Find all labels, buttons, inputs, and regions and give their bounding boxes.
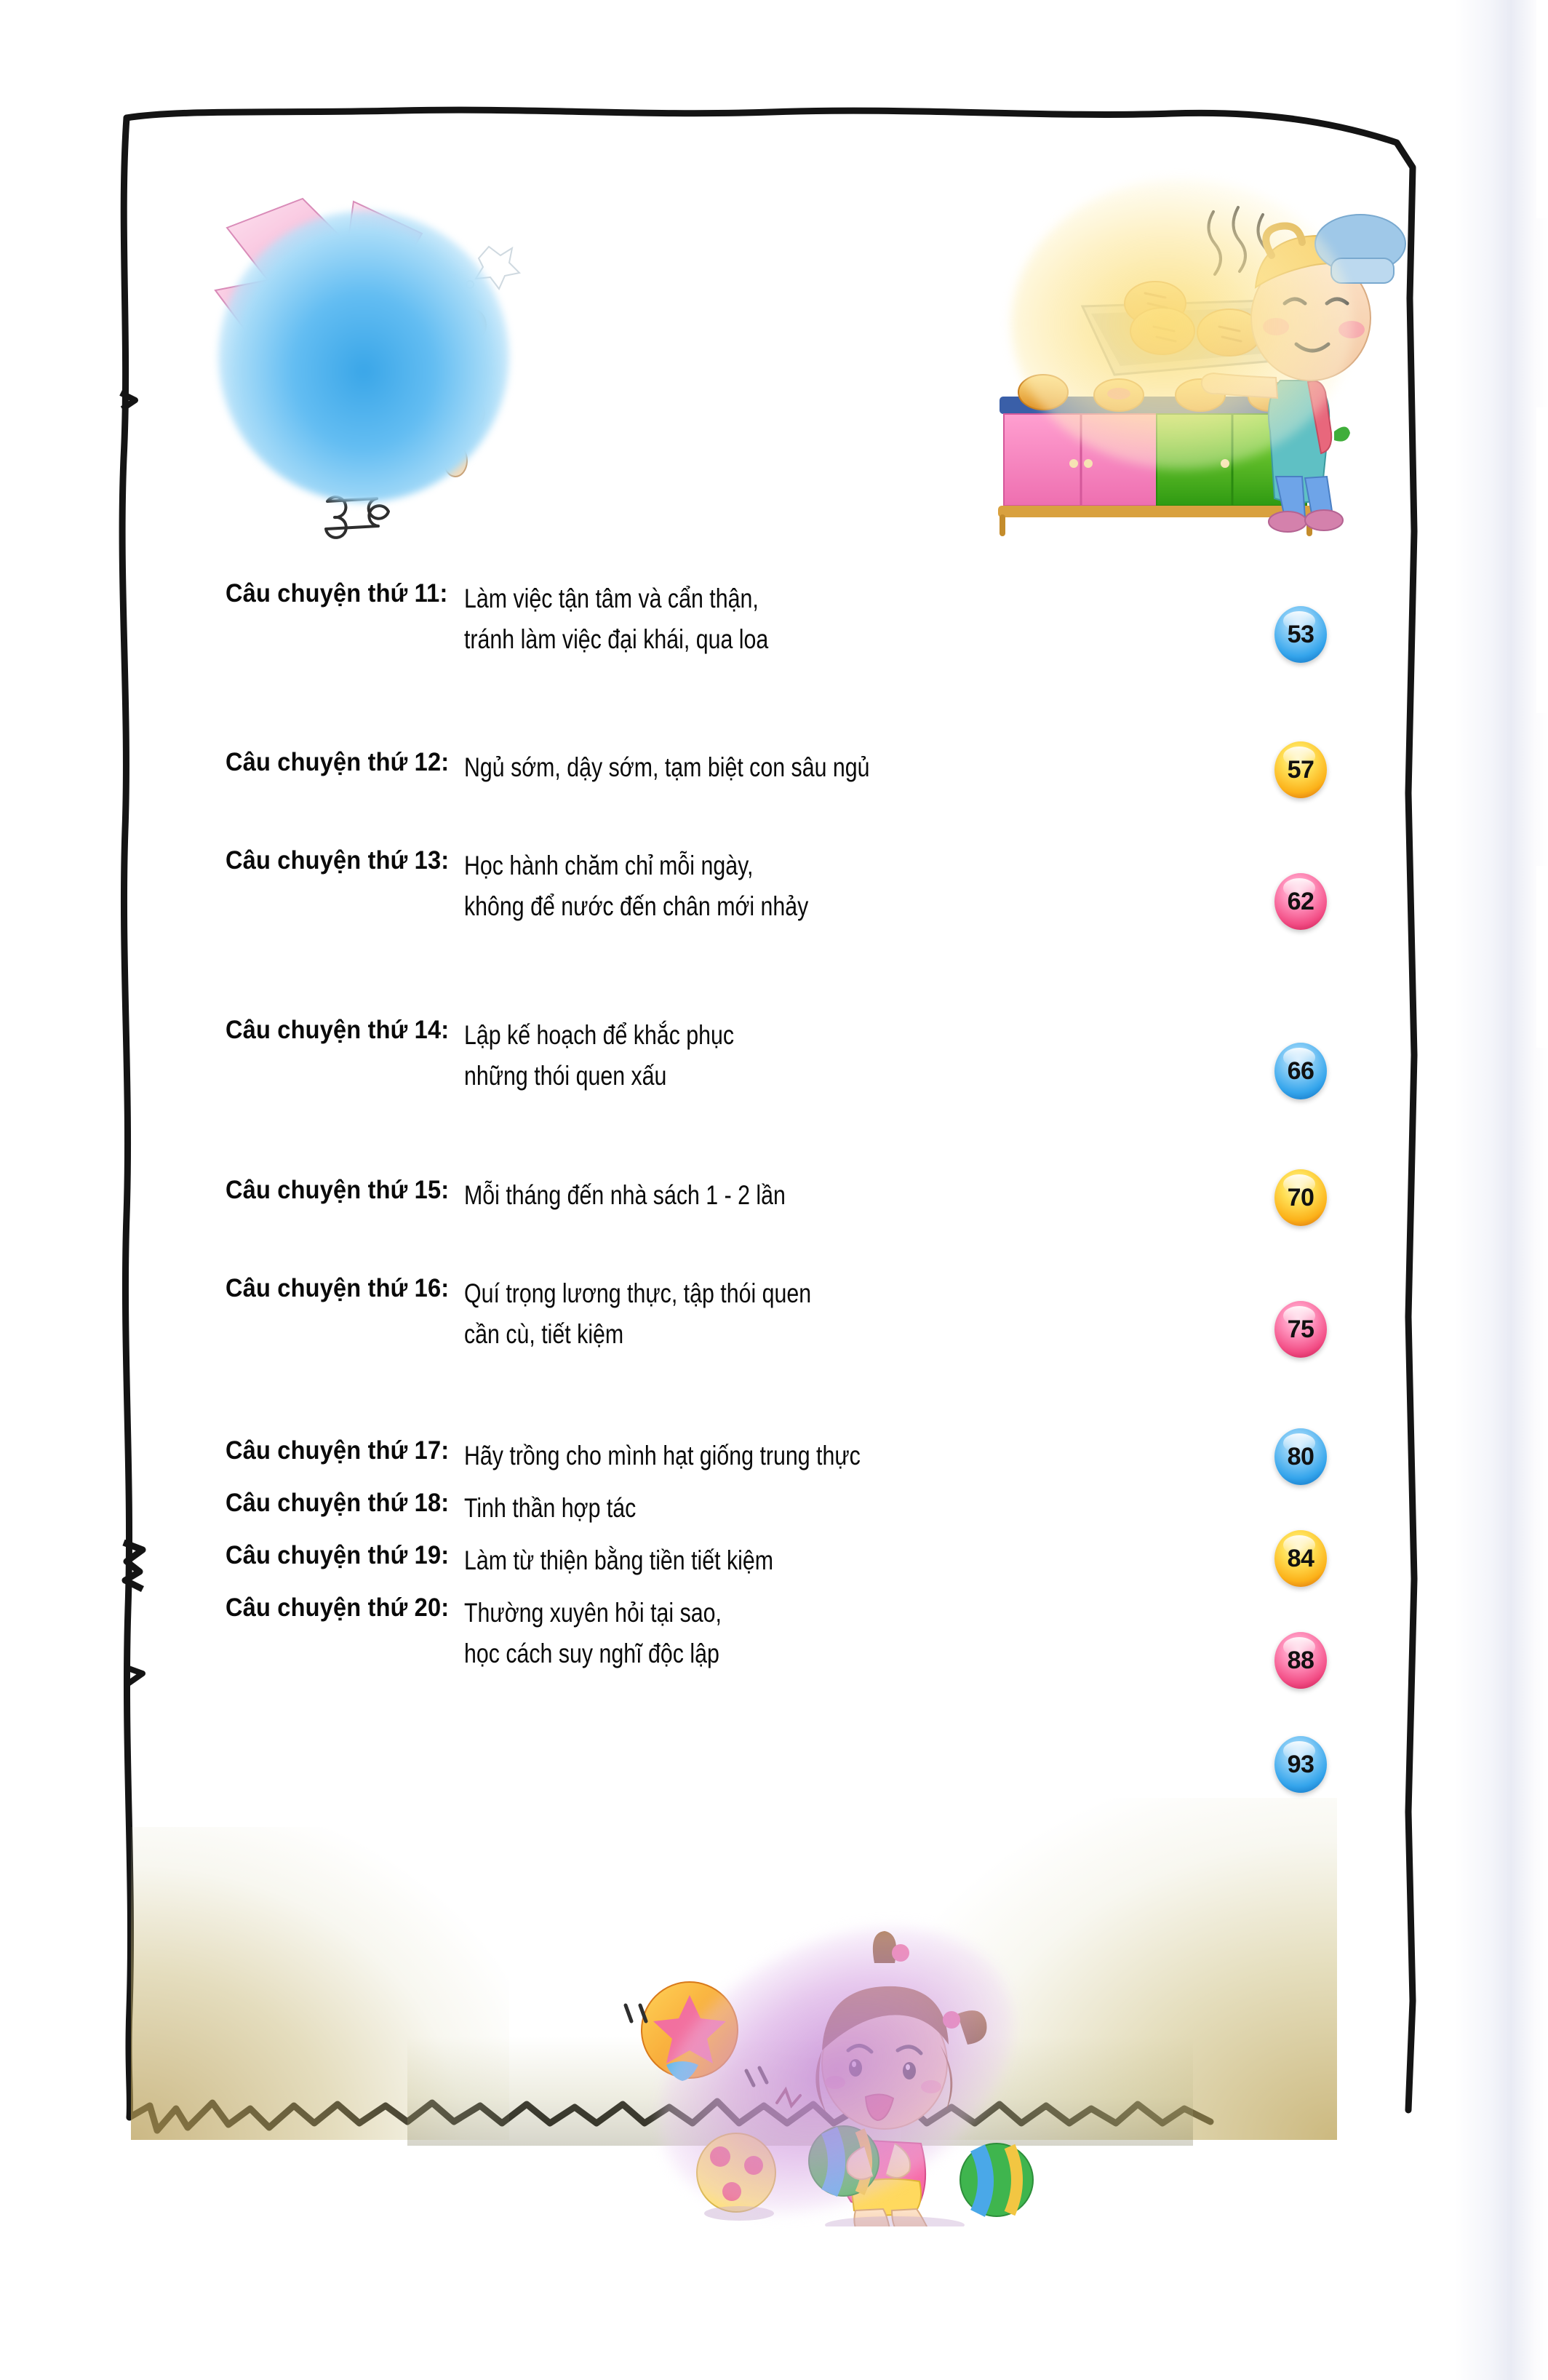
- page-badge-slot: 53: [1229, 578, 1360, 663]
- story-title: Làm từ thiện bằng tiền tiết kiệm: [464, 1545, 774, 1575]
- page-badge-slot: 62: [1229, 845, 1360, 930]
- story-title: Làm việc tận tâm và cẩn thận, tránh làm …: [464, 584, 769, 655]
- page-badge-slot: 75: [1229, 1273, 1360, 1358]
- story-label: Câu chuyện thứ 13:: [226, 846, 450, 875]
- toc-row[interactable]: Câu chuyện thứ 16: Quí trọng lương thực,…: [226, 1273, 1360, 1358]
- story-label: Câu chuyện thứ 14:: [226, 1016, 450, 1044]
- blue-glow: [218, 211, 509, 502]
- page-edge-nick: [1536, 407, 1548, 713]
- page-number-badge[interactable]: 75: [1274, 1301, 1327, 1358]
- story-label: Câu chuyện thứ 15:: [226, 1176, 450, 1204]
- illustration-dog-pushing-pink-box: [175, 142, 553, 549]
- yellow-glow: [1011, 178, 1353, 469]
- story-label: Câu chuyện thứ 19:: [226, 1541, 450, 1569]
- page-badge-slot: 88: [1229, 1540, 1360, 1689]
- page-number-badge[interactable]: 70: [1274, 1169, 1327, 1226]
- page-number-badge[interactable]: 88: [1274, 1632, 1327, 1689]
- story-label: Câu chuyện thứ 20:: [226, 1593, 450, 1622]
- toc-row[interactable]: Câu chuyện thứ 13: Học hành chăm chỉ mỗi…: [226, 845, 1360, 930]
- story-title: Tinh thần hợp tác: [464, 1493, 637, 1523]
- story-title: Ngủ sớm, dậy sớm, tạm biệt con sâu ngủ: [464, 752, 870, 782]
- story-label: Câu chuyện thứ 17:: [226, 1436, 450, 1465]
- page-badge-slot: 70: [1229, 1169, 1360, 1226]
- page-number-badge[interactable]: 84: [1274, 1530, 1327, 1587]
- story-label: Câu chuyện thứ 16:: [226, 1274, 450, 1302]
- story-title: Quí trọng lương thực, tập thói quen cần …: [464, 1278, 812, 1350]
- page-edge-nick: [1536, 866, 1548, 1048]
- story-label: Câu chuyện thứ 12:: [226, 748, 450, 776]
- page-number-badge[interactable]: 80: [1274, 1428, 1327, 1485]
- page-edge-shadow: [1455, 0, 1548, 2380]
- page-number-badge[interactable]: 66: [1274, 1043, 1327, 1099]
- page-number-badge[interactable]: 62: [1274, 873, 1327, 930]
- page-edge-nick: [1536, 0, 1548, 218]
- illustration-child-baker: [982, 164, 1433, 542]
- page-badge-slot: 66: [1229, 1015, 1360, 1099]
- toc-row[interactable]: Câu chuyện thứ 14: Lập kế hoạch để khắc …: [226, 1015, 1360, 1099]
- toc-row[interactable]: Câu chuyện thứ 12: Ngủ sớm, dậy sớm, tạm…: [226, 741, 1360, 798]
- toc-row[interactable]: Câu chuyện thứ 18: Tinh thần hợp tác 84: [226, 1488, 1360, 1587]
- page-number-badge[interactable]: 93: [1274, 1736, 1327, 1793]
- story-label: Câu chuyện thứ 18:: [226, 1489, 450, 1517]
- story-title: Thường xuyên hỏi tại sao, học cách suy n…: [464, 1598, 722, 1669]
- toc-row[interactable]: Câu chuyện thứ 11: Làm việc tận tâm và c…: [226, 578, 1360, 663]
- story-title: Mỗi tháng đến nhà sách 1 - 2 lần: [464, 1180, 786, 1210]
- toc-row[interactable]: Câu chuyện thứ 20: Thường xuyên hỏi tại …: [226, 1593, 1360, 1793]
- toc-row[interactable]: Câu chuyện thứ 17: Hãy trồng cho mình hạ…: [226, 1428, 1360, 1485]
- page-badge-slot: 84: [1229, 1488, 1360, 1587]
- page-number-badge[interactable]: 53: [1274, 606, 1327, 663]
- story-title: Hãy trồng cho mình hạt giống trung thực: [464, 1441, 861, 1470]
- page-number-badge[interactable]: 57: [1274, 741, 1327, 798]
- story-label: Câu chuyện thứ 11:: [226, 579, 448, 608]
- toc-row[interactable]: Câu chuyện thứ 15: Mỗi tháng đến nhà sác…: [226, 1169, 1360, 1226]
- illustration-girl-with-balls: [604, 1868, 1113, 2272]
- story-title: Lập kế hoạch để khắc phục những thói que…: [464, 1020, 735, 1091]
- page-badge-slot: 57: [1229, 741, 1360, 798]
- toc-row[interactable]: Câu chuyện thứ 19: Làm từ thiện bằng tiề…: [226, 1540, 1360, 1689]
- story-title: Học hành chăm chỉ mỗi ngày, không để nướ…: [464, 851, 809, 922]
